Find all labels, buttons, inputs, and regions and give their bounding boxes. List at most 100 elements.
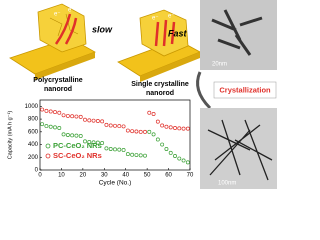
y-tick-label: 0	[35, 168, 39, 174]
data-point	[168, 150, 173, 155]
data-point	[48, 124, 53, 129]
data-point	[40, 107, 45, 112]
data-point	[117, 147, 122, 152]
data-point	[147, 110, 152, 115]
x-tick-label: 40	[122, 173, 129, 179]
tem-top	[200, 0, 277, 70]
data-point	[70, 133, 75, 138]
data-point	[155, 137, 160, 142]
data-point	[40, 122, 45, 127]
data-point	[83, 139, 87, 144]
data-point	[138, 153, 143, 158]
data-point	[177, 156, 182, 161]
data-point	[57, 110, 62, 115]
data-point	[134, 153, 139, 157]
x-tick-label: 10	[58, 173, 65, 179]
single-label: nanorod	[146, 90, 174, 97]
single-nanorod	[117, 9, 201, 82]
data-point	[108, 147, 113, 151]
data-point	[173, 154, 177, 158]
data-point	[143, 153, 147, 158]
data-point	[181, 158, 186, 163]
legend-marker	[45, 143, 51, 149]
data-point	[74, 114, 79, 119]
data-point	[181, 126, 186, 131]
tem-bottom	[200, 108, 277, 189]
data-point	[168, 125, 173, 130]
poly-nanorod	[9, 3, 96, 80]
x-tick-label: 60	[165, 173, 172, 179]
data-point	[134, 129, 139, 134]
data-point	[74, 133, 79, 138]
y-tick-label: 600	[28, 129, 39, 135]
data-point	[53, 125, 57, 130]
poly-label: Polycrystalline	[33, 77, 83, 84]
data-point	[87, 118, 92, 123]
data-point	[65, 133, 70, 137]
x-tick-label: 0	[38, 173, 42, 179]
data-point	[143, 129, 147, 134]
data-point	[121, 124, 126, 129]
legend-label: SC-CeO₂ NRs	[53, 151, 102, 160]
electron-label: e⁻	[68, 8, 75, 14]
x-tick-label: 50	[144, 173, 151, 179]
data-point	[57, 126, 62, 130]
data-point	[83, 117, 87, 122]
electron-label: e⁻	[54, 12, 61, 18]
graphical-abstract: slow Fast e⁻ e⁻ e⁻ e⁻ Polycrystalline na…	[7, 0, 277, 189]
data-point	[121, 148, 126, 152]
data-point	[138, 129, 143, 134]
data-point	[130, 152, 135, 157]
data-point	[87, 140, 92, 144]
y-axis-label: Capacity (mA h g⁻¹)	[7, 111, 13, 160]
data-point	[147, 129, 152, 134]
data-point	[151, 112, 156, 116]
legend-marker	[45, 153, 51, 159]
data-point	[185, 126, 190, 131]
data-point	[100, 141, 105, 145]
x-tick-label: 20	[80, 173, 87, 179]
data-point	[100, 119, 105, 124]
fast-label: Fast	[168, 28, 188, 38]
data-point	[61, 132, 66, 137]
data-point	[160, 142, 165, 147]
data-point	[130, 129, 135, 134]
data-point	[78, 134, 83, 138]
scale-label: 20nm	[212, 62, 227, 68]
data-point	[113, 147, 117, 152]
x-tick-label: 30	[101, 173, 108, 179]
data-point	[48, 109, 53, 114]
label-box	[213, 81, 277, 99]
data-point	[104, 146, 109, 151]
data-point	[173, 126, 177, 130]
data-point	[65, 113, 70, 118]
data-point	[125, 128, 130, 133]
electron-label: e⁻	[152, 16, 159, 22]
electron-label: e⁻	[168, 14, 175, 20]
data-point	[155, 119, 160, 124]
single-label: Single crystalline	[131, 81, 189, 88]
legend-label: PC-CeO₂ NRs	[53, 141, 102, 150]
data-point	[164, 147, 169, 151]
data-point	[125, 152, 130, 157]
y-tick-label: 1000	[25, 104, 39, 110]
data-point	[95, 140, 100, 145]
data-point	[53, 110, 57, 115]
data-point	[70, 114, 75, 119]
process-label: Crystallization	[219, 85, 271, 94]
data-point	[78, 114, 83, 119]
data-point	[44, 108, 49, 113]
arrow	[196, 71, 212, 110]
x-axis-label: Cycle (No.)	[99, 180, 132, 187]
slow-label: slow	[92, 24, 113, 34]
data-point	[91, 140, 96, 145]
data-point	[117, 124, 122, 129]
data-point	[160, 123, 165, 128]
plot-frame	[39, 99, 191, 171]
poly-label: nanorod	[44, 86, 72, 93]
data-point	[108, 123, 113, 128]
data-point	[113, 123, 117, 128]
data-point	[91, 118, 96, 123]
data-point	[185, 160, 190, 165]
data-point	[104, 122, 109, 127]
